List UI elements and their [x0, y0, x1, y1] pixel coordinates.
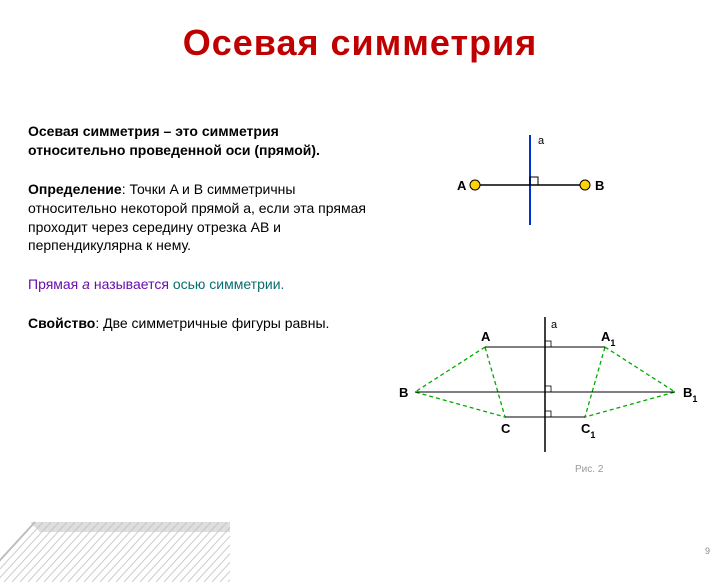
property-lead: Свойство	[28, 315, 95, 331]
svg-text:B1: B1	[683, 385, 697, 404]
svg-text:C1: C1	[581, 421, 595, 440]
svg-text:a: a	[538, 135, 545, 147]
figure-2-caption: Рис. 2	[575, 464, 603, 475]
svg-text:C: C	[501, 421, 511, 436]
axis-sentence-p2: a	[82, 276, 90, 292]
corner-decoration	[0, 487, 230, 582]
axis-sentence: Прямая a называется осью симметрии.	[28, 275, 368, 294]
figure-1: A Ba	[395, 130, 665, 230]
svg-text:a: a	[551, 319, 558, 331]
axis-sentence-p1: Прямая	[28, 276, 82, 292]
svg-text:A: A	[481, 329, 491, 344]
slide-title: Осевая симметрия	[0, 22, 720, 64]
definition-intro: Осевая симметрия – это симметрия относит…	[28, 122, 368, 160]
property: Свойство: Две симметричные фигуры равны.	[28, 314, 368, 333]
svg-text:B: B	[595, 178, 604, 193]
svg-text:A1: A1	[601, 329, 615, 348]
axis-sentence-p4: осью симметрии.	[173, 276, 285, 292]
svg-text:A: A	[457, 178, 467, 193]
figure-2: a A B C A1 B1 C1	[395, 312, 705, 462]
text-column: Осевая симметрия – это симметрия относит…	[28, 122, 368, 353]
property-rest: : Две симметричные фигуры равны.	[95, 315, 329, 331]
svg-text:B: B	[399, 385, 408, 400]
definition-intro-lead: Осевая симметрия	[28, 123, 160, 139]
definition-body: Определение: Точки A и B симметричны отн…	[28, 180, 368, 256]
definition-body-lead: Определение	[28, 181, 122, 197]
page-number: 9	[705, 546, 710, 556]
axis-sentence-p3: называется	[90, 276, 173, 292]
